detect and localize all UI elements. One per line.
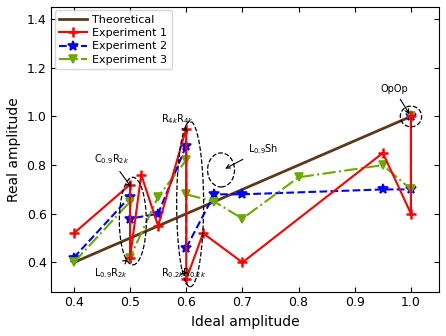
Text: L$_{0.9}$R$_{2k}$: L$_{0.9}$R$_{2k}$ <box>94 260 128 280</box>
Experiment 3 <box>212 200 217 204</box>
Experiment 2 <box>212 192 217 196</box>
Experiment 2 <box>71 256 77 260</box>
Experiment 1 <box>128 256 133 260</box>
Experiment 2 <box>184 246 189 250</box>
Experiment 3 <box>408 115 413 119</box>
Line: Experiment 2: Experiment 2 <box>69 112 416 262</box>
Experiment 1 <box>408 212 413 216</box>
Line: Experiment 1: Experiment 1 <box>69 112 416 284</box>
Legend: Theoretical, Experiment 1, Experiment 2, Experiment 3: Theoretical, Experiment 1, Experiment 2,… <box>55 10 172 69</box>
Experiment 1 <box>128 182 133 186</box>
Y-axis label: Real amplitude: Real amplitude <box>7 97 21 202</box>
Experiment 3 <box>128 256 133 260</box>
Experiment 3 <box>380 163 385 167</box>
Experiment 1 <box>200 231 206 235</box>
Experiment 3 <box>184 158 189 162</box>
Experiment 2 <box>184 143 189 148</box>
Experiment 1 <box>184 278 189 282</box>
Experiment 1 <box>408 115 413 119</box>
Experiment 3 <box>71 260 77 264</box>
Line: Experiment 3: Experiment 3 <box>70 112 415 266</box>
Experiment 2 <box>128 195 133 199</box>
Experiment 2 <box>240 192 245 196</box>
Text: R$_{4k}$R$_{4k}$: R$_{4k}$R$_{4k}$ <box>161 113 194 131</box>
Experiment 1 <box>156 224 161 228</box>
Experiment 2 <box>156 212 161 216</box>
Text: OpOp: OpOp <box>380 84 409 113</box>
Experiment 3 <box>184 192 189 196</box>
Experiment 3 <box>156 195 161 199</box>
Experiment 1 <box>71 231 77 235</box>
Experiment 1 <box>139 173 144 177</box>
Experiment 3 <box>128 200 133 204</box>
X-axis label: Ideal amplitude: Ideal amplitude <box>191 315 300 329</box>
Experiment 3 <box>296 175 301 179</box>
Experiment 1 <box>184 127 189 131</box>
Text: R$_{0.2k}$R$_{0.2k}$: R$_{0.2k}$R$_{0.2k}$ <box>161 266 206 280</box>
Text: C$_{0.9}$R$_{2k}$: C$_{0.9}$R$_{2k}$ <box>94 153 131 186</box>
Experiment 3 <box>408 187 413 192</box>
Experiment 1 <box>380 151 385 155</box>
Experiment 2 <box>408 187 413 192</box>
Experiment 2 <box>128 217 133 221</box>
Text: L$_{0.9}$Sh: L$_{0.9}$Sh <box>226 142 278 168</box>
Experiment 1 <box>240 260 245 264</box>
Experiment 2 <box>380 187 385 192</box>
Experiment 2 <box>408 115 413 119</box>
Experiment 3 <box>240 217 245 221</box>
